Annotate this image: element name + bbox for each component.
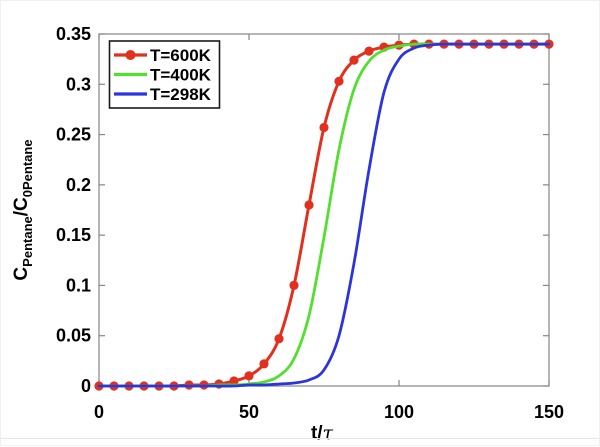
legend-item-298k: T=298K [114,85,212,104]
legend-label-400k: T=400K [150,66,212,85]
y-axis-label-c1: C [11,267,32,281]
legend-item-600k: T=600K [114,46,212,65]
x-axis-tick-label: 50 [239,402,259,422]
axis-tick-labels: 0 50 100 150 0 0.05 0.1 0.15 0.2 0.25 0.3 0.35 [56,24,564,422]
data-point-marker [334,76,344,86]
y-axis-label-sub2: 0Pentane [20,139,35,197]
data-point-marker [229,376,239,386]
y-axis-tick-label: 0.05 [56,326,91,346]
data-point-marker [349,55,359,65]
data-point-marker [289,280,299,290]
data-point-marker [259,359,269,369]
legend-label-298k: T=298K [150,85,212,104]
x-axis-label-tau: τ [323,422,334,444]
curve-t-298k [97,42,551,388]
x-axis-label: t/τ [311,422,334,444]
x-axis-tick-label: 0 [94,402,104,422]
data-curves [94,39,554,391]
y-axis-label-sub1: Pentane [20,216,35,267]
data-point-marker [274,334,284,344]
y-axis-tick-label: 0.35 [56,24,91,44]
y-axis-tick-label: 0.3 [66,74,91,94]
y-axis-label-c2: /C [11,197,32,216]
y-axis-tick-label: 0.15 [56,225,91,245]
legend-circle-marker-icon [125,50,136,60]
data-point-marker [319,122,329,133]
y-axis-tick-label: 0 [81,376,91,396]
y-axis-tick-label: 0.1 [66,275,91,295]
x-axis-tick-label: 100 [384,402,414,422]
photo-edge-artifact [1,438,599,439]
legend-item-400k: T=400K [114,66,212,85]
x-axis-label-main: t/ [311,423,323,444]
plot-area-border [98,33,550,387]
legend: T=600K T=400K T=298K [108,40,221,109]
axis-ticks [98,33,550,387]
y-axis-label: CPentane/C0Pentane [11,139,35,280]
y-axis-tick-label: 0.2 [66,175,91,195]
x-axis-tick-label: 150 [534,402,564,422]
legend-label-600k: T=600K [150,46,212,65]
data-point-marker [364,46,374,56]
y-axis-tick-label: 0.25 [56,125,91,145]
data-point-marker [304,200,314,210]
data-point-marker [244,371,254,381]
